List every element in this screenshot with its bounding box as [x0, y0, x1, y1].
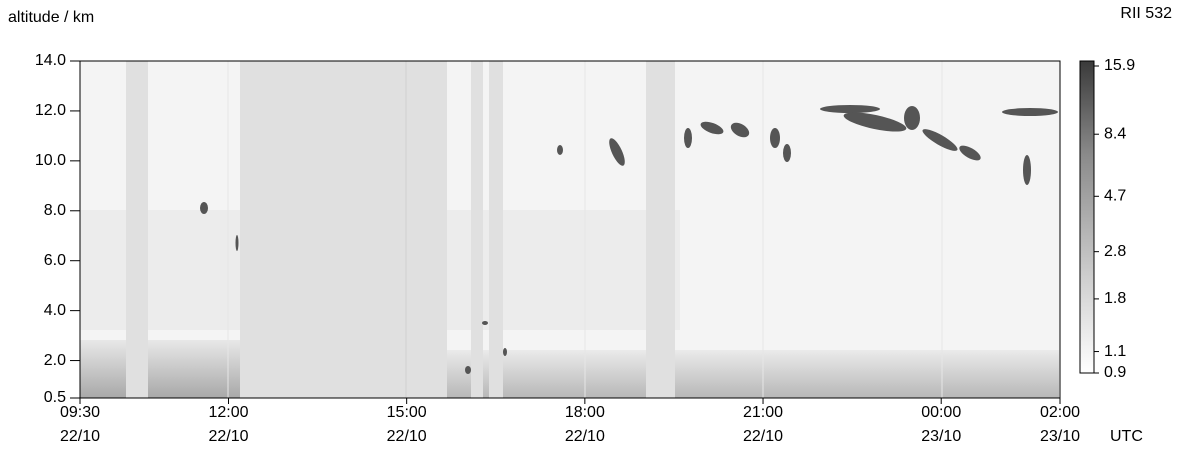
y-tick-label: 10.0 — [35, 152, 66, 169]
x-tick-time: 21:00 — [743, 404, 783, 421]
x-tick-time: 00:00 — [921, 404, 961, 421]
colorbar-tick-label: 4.7 — [1104, 188, 1126, 205]
x-tick-date: 22/10 — [387, 428, 427, 445]
x-tick-time: 18:00 — [565, 404, 605, 421]
x-tick-time: 02:00 — [1040, 404, 1080, 421]
x-tick-time: 12:00 — [208, 404, 248, 421]
y-tick-label: 14.0 — [35, 52, 66, 69]
y-tick-label: 12.0 — [35, 102, 66, 119]
x-tick-time: 15:00 — [387, 404, 427, 421]
heatmap — [80, 61, 1060, 398]
x-tick-date: 22/10 — [60, 428, 100, 445]
colorbar-tick-label: 1.1 — [1104, 343, 1126, 360]
y-axis-label: altitude / km — [8, 9, 94, 26]
colorbar-tick-label: 2.8 — [1104, 243, 1126, 260]
x-tick-date: 23/10 — [1040, 428, 1080, 445]
x-unit: UTC — [1110, 428, 1143, 445]
colorbar — [1080, 61, 1094, 373]
y-tick-label: 8.0 — [44, 202, 66, 219]
x-tick-date: 22/10 — [743, 428, 783, 445]
colorbar-tick-label: 8.4 — [1104, 125, 1126, 142]
colorbar-tick-label: 1.8 — [1104, 290, 1126, 307]
x-tick-date: 23/10 — [921, 428, 961, 445]
colorbar-label: RII 532 — [1120, 5, 1172, 22]
x-tick-time: 09:30 — [60, 404, 100, 421]
y-tick-label: 4.0 — [44, 302, 66, 319]
colorbar-tick-label: 15.9 — [1104, 57, 1135, 74]
y-tick-label: 6.0 — [44, 252, 66, 269]
chart: altitude / km RII 532 UTC 0.52.04.06.08.… — [0, 0, 1180, 455]
y-tick-label: 2.0 — [44, 352, 66, 369]
x-tick-date: 22/10 — [565, 428, 605, 445]
colorbar-tick-label: 0.9 — [1104, 364, 1126, 381]
x-tick-date: 22/10 — [208, 428, 248, 445]
